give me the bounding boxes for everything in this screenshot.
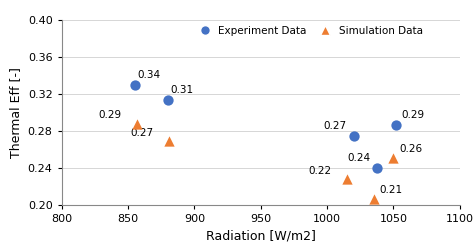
Text: 0.34: 0.34 [137,70,161,80]
Point [343,177,351,181]
Point [134,122,141,126]
Point [131,83,138,87]
Text: 0.27: 0.27 [323,121,346,131]
Point [165,139,173,143]
Text: 0.26: 0.26 [399,144,422,154]
Text: 0.22: 0.22 [308,166,331,175]
Y-axis label: Thermal Eff [-]: Thermal Eff [-] [9,67,22,158]
Point [390,156,397,160]
Text: 0.29: 0.29 [401,110,425,120]
Text: 0.24: 0.24 [347,153,370,163]
Point [350,134,357,138]
Text: 0.27: 0.27 [130,128,154,138]
Point [392,122,400,126]
Point [164,98,172,102]
Text: 0.31: 0.31 [171,84,194,94]
Text: 0.21: 0.21 [379,185,402,195]
Legend: Experiment Data, Simulation Data: Experiment Data, Simulation Data [190,22,427,40]
Point [370,196,377,200]
X-axis label: Radiation [W/m2]: Radiation [W/m2] [206,230,316,242]
Text: 0.29: 0.29 [99,110,121,120]
Point [374,166,381,170]
